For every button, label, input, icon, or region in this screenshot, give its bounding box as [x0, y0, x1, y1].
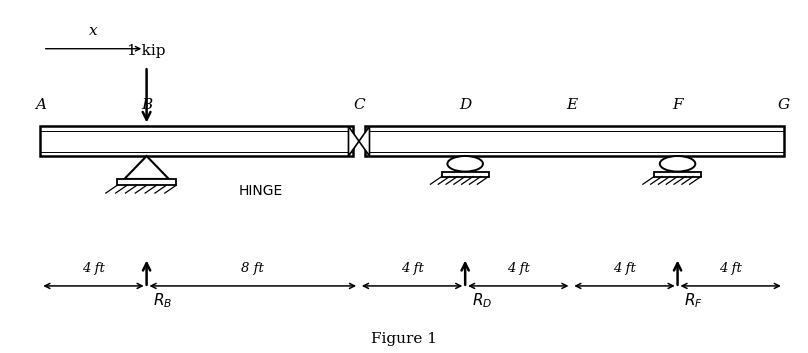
- Polygon shape: [359, 126, 369, 156]
- Text: G: G: [777, 98, 790, 112]
- Text: A: A: [35, 98, 46, 112]
- Polygon shape: [124, 156, 169, 179]
- Text: $R_{B}$: $R_{B}$: [153, 291, 172, 310]
- Text: E: E: [566, 98, 577, 112]
- Circle shape: [448, 156, 483, 172]
- Text: 1 kip: 1 kip: [128, 43, 166, 58]
- Text: 4 ft: 4 ft: [507, 262, 530, 275]
- Bar: [40, 126, 352, 156]
- Text: $R_{F}$: $R_{F}$: [684, 291, 703, 310]
- Bar: [365, 126, 784, 156]
- Bar: [442, 172, 489, 176]
- Text: F: F: [672, 98, 683, 112]
- Bar: [117, 179, 176, 185]
- Text: 4 ft: 4 ft: [613, 262, 636, 275]
- Text: 4 ft: 4 ft: [401, 262, 423, 275]
- Bar: [654, 172, 701, 176]
- Text: HINGE: HINGE: [238, 184, 283, 198]
- Circle shape: [660, 156, 696, 172]
- Text: Figure 1: Figure 1: [371, 332, 437, 346]
- Polygon shape: [348, 126, 359, 156]
- Text: 8 ft: 8 ft: [242, 262, 264, 275]
- Text: C: C: [353, 98, 364, 112]
- Text: 4 ft: 4 ft: [719, 262, 742, 275]
- Text: $R_{D}$: $R_{D}$: [472, 291, 492, 310]
- Text: B: B: [141, 98, 152, 112]
- Text: D: D: [459, 98, 471, 112]
- Text: 4 ft: 4 ft: [82, 262, 105, 275]
- Text: x: x: [89, 24, 98, 38]
